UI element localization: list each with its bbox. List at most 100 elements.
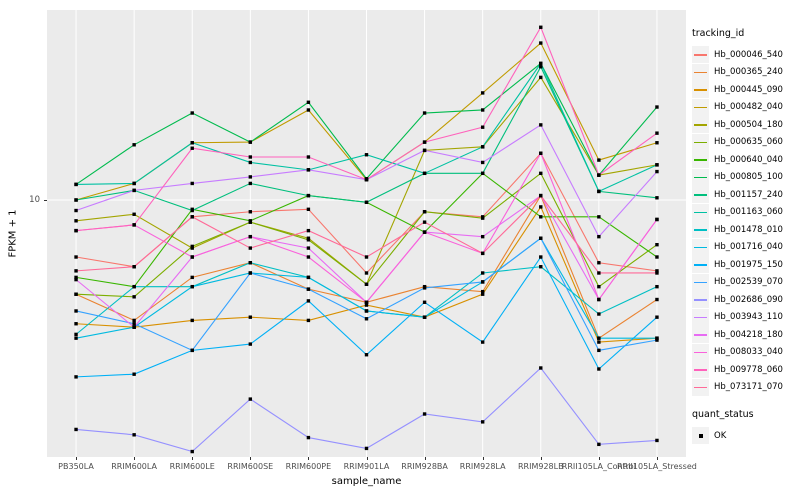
data-point [132,295,136,299]
legend-key [692,203,709,221]
data-point [597,340,601,344]
legend-color-line-icon [694,141,707,144]
data-point [74,275,78,280]
data-point [539,265,543,269]
x-tick-mark [134,457,136,460]
data-point [132,372,136,376]
data-point [74,255,78,259]
data-point [248,160,253,165]
legend-key [692,378,709,396]
legend-key [692,291,709,309]
data-point [597,442,601,447]
data-point [480,171,485,176]
data-point [480,251,485,256]
data-point [248,219,253,223]
data-point [655,336,659,340]
data-point [480,340,485,344]
legend-color-line-icon [694,194,707,196]
legend-key [692,256,709,274]
data-point [190,208,194,213]
x-tick-mark [192,457,194,460]
legend-item-label: Hb_000365_240 [714,67,783,78]
data-point [248,175,253,179]
data-point [655,217,659,222]
x-tick-mark [540,457,542,460]
x-tick-label: RRIM600SE [227,462,274,471]
data-point [190,275,194,280]
legend-item: Hb_000504_180 [692,116,800,134]
legend-key [692,221,709,239]
data-point [597,234,601,239]
data-point [248,181,253,186]
legend-item-label: Hb_001975_150 [714,259,783,270]
data-point [364,303,369,307]
legend-item: Hb_000635_060 [692,133,800,152]
data-point [655,297,659,302]
legend-color-line-icon [694,54,707,56]
legend-item-label: Hb_004218_180 [714,329,783,340]
x-tick-label: RRIM600LA [111,462,157,471]
data-point [132,265,136,269]
legend-item-label: Hb_000482_040 [714,102,783,113]
data-point [539,75,543,80]
data-point [422,210,427,214]
y-axis-title: FPKM + 1 [7,209,19,258]
x-tick-label: RRII105LA_Stressed [617,462,697,471]
legend-item-label: Hb_001157_240 [714,189,783,200]
legend-key [692,46,709,64]
legend-color-line-icon [694,159,707,161]
data-point [655,196,659,200]
data-point [655,284,659,289]
legend-item: Hb_001716_040 [692,238,800,257]
data-point [422,220,427,224]
data-point [132,322,136,326]
data-point [539,123,543,127]
plot-area-svg [47,10,686,457]
x-tick-label: RRIM928BA [401,462,448,471]
legend-color-line-icon [694,334,707,336]
data-point [364,309,369,313]
data-point [597,284,601,289]
data-point [248,271,253,275]
legend-item: Hb_000365_240 [692,63,800,82]
x-tick-label: RRIM600PE [285,462,332,471]
data-point [74,182,78,187]
x-tick-label: RRII105LA_Control [561,462,636,471]
data-point [480,160,485,165]
data-point [306,228,311,233]
legend-items: Hb_000046_540 Hb_000365_240 Hb_000445_090 H… [692,46,800,396]
data-point [190,284,194,289]
data-point [74,292,78,296]
data-point [74,269,78,273]
x-tick-mark [598,457,600,460]
legend-key [692,273,709,291]
x-tick-mark [482,457,484,460]
data-point [132,433,136,437]
legend-item-label: Hb_001163_060 [714,207,783,218]
legend-item: Hb_073171_070 [692,378,800,397]
data-point [422,148,427,153]
data-point [74,277,78,282]
data-point [364,255,369,259]
legend-item: Hb_000046_540 [692,46,800,64]
data-point [655,131,659,135]
data-point [422,412,427,416]
data-point [248,155,253,159]
data-point [132,143,136,147]
data-point [655,163,659,167]
data-point [306,435,311,440]
legend-item: Hb_002686_090 [692,291,800,309]
data-point [597,158,601,162]
x-tick-mark [250,457,252,460]
legend-key [692,81,709,99]
legend-item: Hb_003943_110 [692,308,800,327]
data-point [306,255,311,259]
data-point [480,420,485,424]
data-point [132,318,136,323]
data-point [306,238,311,242]
data-point [74,427,78,432]
data-point [539,41,543,45]
data-point [655,141,659,145]
legend-item-ok: OK [692,427,800,445]
x-tick-label: PB350LA [58,462,94,471]
